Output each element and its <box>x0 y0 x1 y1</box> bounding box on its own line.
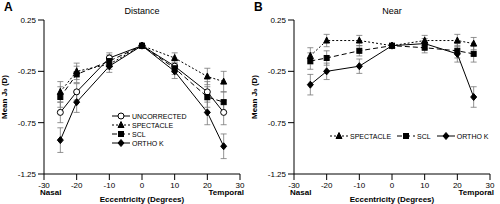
svg-text:Mean J₀ (D): Mean J₀ (D) <box>8 75 9 119</box>
html-text:SPECTACLE: SPECTACLE <box>350 132 392 140</box>
html-text:Nasal: Nasal <box>40 188 62 197</box>
svg-text:Eccentricity (Degrees): Eccentricity (Degrees) <box>100 195 185 204</box>
html-text:Distance: Distance <box>124 6 160 16</box>
svg-text:-30: -30 <box>38 180 50 190</box>
svg-text:-1.25: -1.25 <box>18 170 37 179</box>
svg-text:-30: -30 <box>288 180 300 190</box>
html-text:SCL: SCL <box>417 132 431 140</box>
html-text:ORTHO K: ORTHO K <box>456 132 489 140</box>
html-text:ORTHO K: ORTHO K <box>132 139 164 147</box>
html-text:Nasal: Nasal <box>290 188 312 197</box>
html-text:Temporal: Temporal <box>458 188 494 197</box>
svg-text:-0.25: -0.25 <box>268 67 287 76</box>
svg-text:-0.75: -0.75 <box>268 119 287 128</box>
svg-text:Eccentricity (Degrees): Eccentricity (Degrees) <box>350 195 435 204</box>
svg-text:0.25: 0.25 <box>270 16 286 25</box>
svg-text:20: 20 <box>202 180 212 190</box>
svg-text:0: 0 <box>140 181 145 190</box>
svg-text:0: 0 <box>390 181 395 190</box>
html-text:UNCORRECTED: UNCORRECTED <box>132 112 187 120</box>
svg-text:10: 10 <box>420 181 429 190</box>
svg-text:10: 10 <box>170 181 179 190</box>
html-text:Temporal: Temporal <box>208 188 244 197</box>
html-text:SPECTACLE: SPECTACLE <box>132 121 174 129</box>
svg-text:-20: -20 <box>71 181 83 190</box>
svg-text:30: 30 <box>235 180 245 190</box>
svg-text:-10: -10 <box>354 181 366 190</box>
html-text:A: A <box>4 0 13 14</box>
html-text:Near: Near <box>382 6 402 16</box>
svg-text:Mean J₀ (D): Mean J₀ (D) <box>250 75 259 119</box>
html-text:SCL: SCL <box>132 130 146 138</box>
svg-text:-0.75: -0.75 <box>18 119 37 128</box>
svg-text:-1.25: -1.25 <box>268 170 287 179</box>
svg-text:20: 20 <box>452 180 462 190</box>
svg-text:0.25: 0.25 <box>20 16 36 25</box>
svg-text:-10: -10 <box>104 181 116 190</box>
svg-text:-20: -20 <box>321 181 333 190</box>
svg-text:-0.25: -0.25 <box>18 67 37 76</box>
html-text:B: B <box>254 0 263 14</box>
